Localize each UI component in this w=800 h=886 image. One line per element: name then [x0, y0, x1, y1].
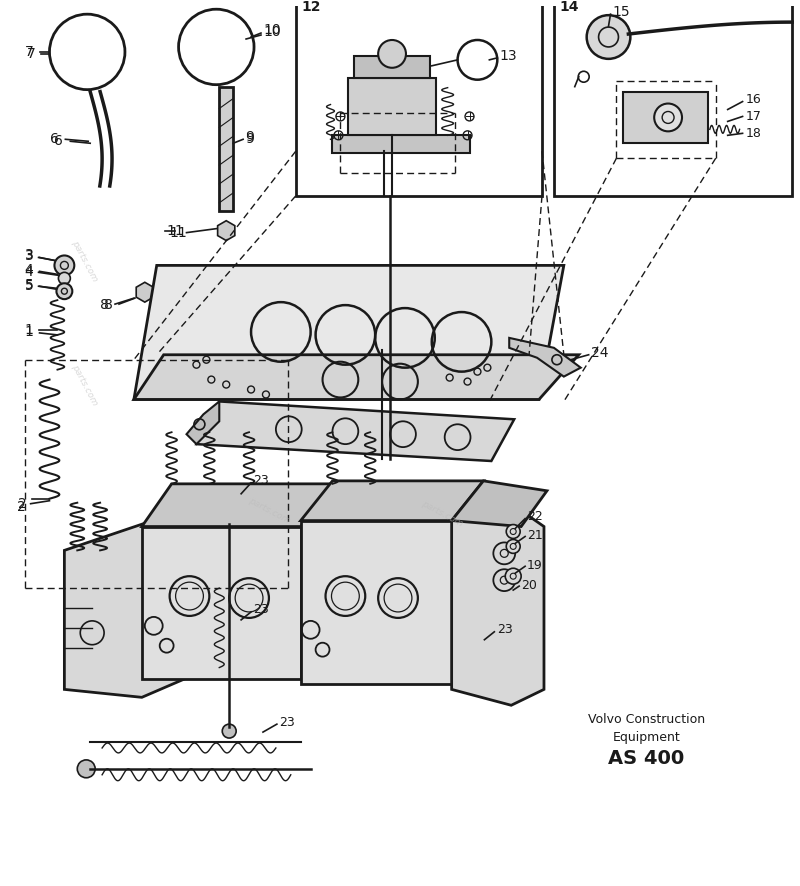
Polygon shape: [186, 401, 219, 444]
Polygon shape: [218, 221, 235, 241]
Polygon shape: [452, 481, 547, 526]
Polygon shape: [510, 338, 581, 377]
Text: 7: 7: [26, 47, 35, 61]
Text: 2: 2: [18, 497, 26, 510]
Polygon shape: [301, 521, 452, 684]
Text: 8: 8: [104, 298, 113, 312]
Text: 8: 8: [100, 298, 109, 312]
Polygon shape: [623, 91, 708, 144]
Polygon shape: [452, 504, 544, 705]
Text: Volvo Construction: Volvo Construction: [588, 712, 705, 726]
Text: 9: 9: [245, 130, 254, 144]
Text: 7: 7: [25, 45, 34, 58]
Text: 12: 12: [302, 0, 321, 14]
Text: 15: 15: [613, 5, 630, 19]
Text: 4: 4: [25, 263, 34, 277]
Text: 6: 6: [50, 132, 59, 146]
Text: 9: 9: [245, 132, 254, 146]
Text: 10: 10: [263, 23, 281, 37]
Text: 16: 16: [746, 93, 762, 106]
Text: 20: 20: [521, 579, 537, 592]
Polygon shape: [134, 266, 564, 400]
Text: 5: 5: [25, 279, 34, 293]
Text: 1: 1: [25, 325, 34, 339]
Polygon shape: [134, 354, 578, 400]
Text: 23: 23: [279, 716, 294, 728]
Circle shape: [378, 40, 406, 68]
Polygon shape: [142, 484, 333, 526]
Text: 6: 6: [54, 135, 63, 148]
Circle shape: [458, 40, 498, 80]
Text: 3: 3: [25, 250, 34, 263]
Polygon shape: [64, 524, 206, 697]
Text: 3: 3: [25, 248, 34, 262]
Text: 22: 22: [527, 510, 543, 523]
Circle shape: [57, 284, 72, 299]
Polygon shape: [197, 401, 514, 461]
Text: 10: 10: [263, 25, 281, 39]
Circle shape: [54, 255, 74, 276]
Bar: [354, 56, 430, 78]
Text: 17: 17: [746, 110, 762, 123]
Polygon shape: [136, 283, 154, 302]
Text: 14: 14: [560, 0, 579, 14]
Circle shape: [58, 272, 70, 284]
Text: parts.com: parts.com: [70, 238, 99, 283]
Polygon shape: [142, 526, 301, 680]
Text: Equipment: Equipment: [612, 731, 680, 743]
Circle shape: [506, 525, 520, 539]
Text: 23: 23: [253, 474, 269, 487]
Bar: [348, 78, 436, 136]
Text: 1: 1: [25, 323, 34, 337]
Bar: [333, 136, 470, 153]
Circle shape: [222, 724, 236, 738]
Bar: [296, 0, 542, 196]
Text: parts.com: parts.com: [246, 496, 291, 525]
Circle shape: [586, 15, 630, 58]
Text: 23: 23: [253, 603, 269, 617]
Text: 18: 18: [746, 127, 762, 140]
Text: 11: 11: [166, 223, 185, 237]
Text: 21: 21: [527, 529, 543, 542]
Text: 24: 24: [590, 346, 608, 360]
Bar: [219, 87, 233, 211]
Text: parts.com: parts.com: [70, 362, 99, 407]
Text: parts.com: parts.com: [419, 499, 464, 528]
Text: 13: 13: [499, 49, 517, 63]
Text: AS 400: AS 400: [608, 750, 684, 768]
Circle shape: [78, 760, 95, 778]
Text: 2: 2: [17, 500, 26, 514]
Circle shape: [654, 104, 682, 131]
Text: 4: 4: [25, 265, 34, 279]
Bar: [554, 0, 792, 196]
Text: 19: 19: [527, 559, 543, 571]
Text: 23: 23: [498, 624, 513, 636]
Text: 5: 5: [25, 278, 34, 292]
Circle shape: [506, 540, 520, 554]
Text: 11: 11: [170, 226, 187, 239]
Polygon shape: [301, 481, 483, 521]
Circle shape: [506, 568, 521, 584]
